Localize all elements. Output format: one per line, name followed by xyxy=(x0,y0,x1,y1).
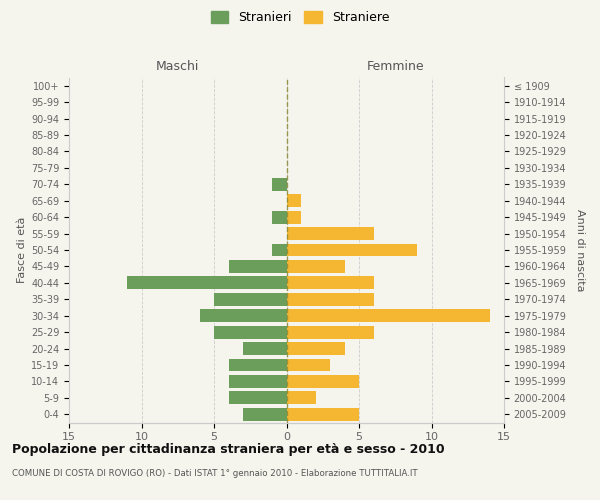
Bar xyxy=(243,342,287,355)
Text: COMUNE DI COSTA DI ROVIGO (RO) - Dati ISTAT 1° gennaio 2010 - Elaborazione TUTTI: COMUNE DI COSTA DI ROVIGO (RO) - Dati IS… xyxy=(12,468,418,477)
Bar xyxy=(287,194,301,207)
Bar xyxy=(272,210,287,224)
Bar xyxy=(229,375,287,388)
Bar xyxy=(229,392,287,404)
Y-axis label: Anni di nascita: Anni di nascita xyxy=(575,208,584,291)
Bar xyxy=(287,358,330,372)
Bar xyxy=(272,178,287,190)
Bar xyxy=(287,392,316,404)
Bar xyxy=(199,310,287,322)
Bar xyxy=(214,293,287,306)
Bar xyxy=(214,326,287,338)
Bar xyxy=(127,276,287,289)
Legend: Stranieri, Straniere: Stranieri, Straniere xyxy=(206,6,394,29)
Bar xyxy=(287,293,373,306)
Bar xyxy=(287,375,359,388)
Bar xyxy=(287,260,344,273)
Bar xyxy=(287,342,344,355)
Text: Femmine: Femmine xyxy=(367,60,424,72)
Bar xyxy=(229,358,287,372)
Bar xyxy=(229,260,287,273)
Bar xyxy=(287,276,373,289)
Bar xyxy=(287,408,359,420)
Bar xyxy=(272,244,287,256)
Bar xyxy=(287,310,490,322)
Y-axis label: Fasce di età: Fasce di età xyxy=(17,217,27,283)
Text: Maschi: Maschi xyxy=(156,60,199,72)
Bar xyxy=(243,408,287,420)
Bar xyxy=(287,227,373,240)
Bar xyxy=(287,210,301,224)
Bar xyxy=(287,244,417,256)
Bar xyxy=(287,326,373,338)
Text: Popolazione per cittadinanza straniera per età e sesso - 2010: Popolazione per cittadinanza straniera p… xyxy=(12,442,445,456)
